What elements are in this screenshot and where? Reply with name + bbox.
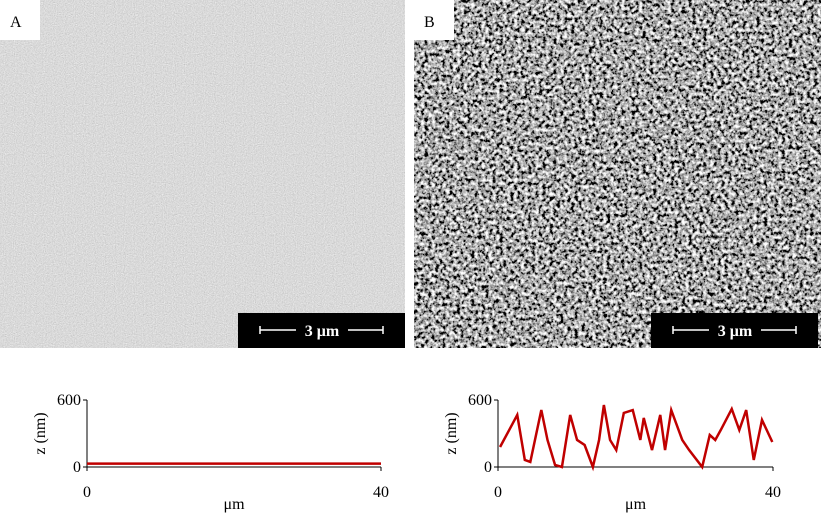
x-axis-label: μm [625,496,647,513]
panel-label-box [414,0,454,40]
x-tick-label: 0 [494,484,502,501]
y-axis-label: z (nm) [443,412,460,454]
y-tick-label: 600 [57,392,81,409]
panel-label: B [424,14,435,31]
y-tick-label: 600 [468,392,492,409]
sem-image [414,0,821,348]
sem-image [0,0,405,348]
x-tick-label: 0 [83,484,91,501]
y-tick-label: 0 [484,459,492,476]
x-axis-label: μm [223,496,245,513]
y-axis-label: z (nm) [32,412,49,454]
panel-label: A [10,14,22,31]
y-tick-label: 0 [73,459,81,476]
panel-label-box [0,0,40,40]
x-tick-label: 40 [765,484,781,501]
scale-bar-label: 3 μm [718,323,753,340]
scale-bar-label: 3 μm [305,323,340,340]
x-tick-label: 40 [373,484,389,501]
profile-line [498,404,774,472]
